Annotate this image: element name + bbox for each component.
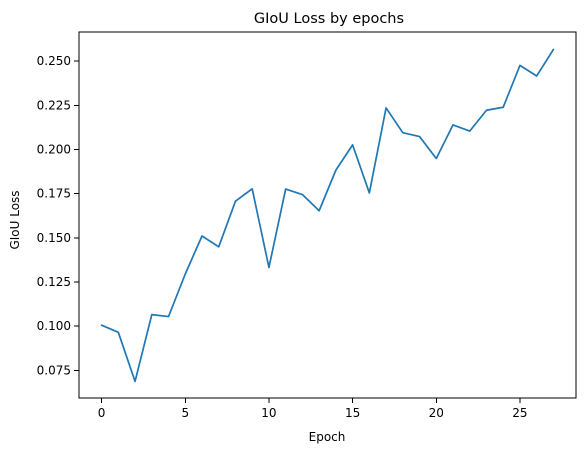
axes: 0 5 10 15 20 25 0.075 0.100 0.125 0.150 0.175 0.200… [37,31,577,420]
x-axis-tick-label: 10 [261,406,276,420]
y-axis-tick-label: 0.175 [37,187,71,201]
plot-area [100,48,555,383]
y-axis-tick-label: 0.100 [37,319,71,333]
x-axis-tick-label: 5 [181,406,189,420]
y-axis-title: GIoU Loss [8,190,22,249]
chart-title: GIoU Loss by epochs [254,11,404,27]
x-axis-tick-label: 20 [429,406,444,420]
y-axis-tick-label: 0.200 [37,142,71,156]
x-axis-title: Epoch [309,430,346,444]
y-axis-tick-label: 0.075 [37,363,71,377]
y-axis-tick-label: 0.150 [37,231,71,245]
y-axis-tick-label: 0.125 [37,275,71,289]
x-axis-tick-label: 15 [345,406,360,420]
plot-frame [78,31,577,399]
y-axis-tick-label: 0.225 [37,98,71,112]
x-axis-tick-label: 0 [98,406,106,420]
giou-loss-series-line [100,48,555,383]
x-axis-tick-label: 25 [512,406,527,420]
y-axis-tick-label: 0.250 [37,54,71,68]
